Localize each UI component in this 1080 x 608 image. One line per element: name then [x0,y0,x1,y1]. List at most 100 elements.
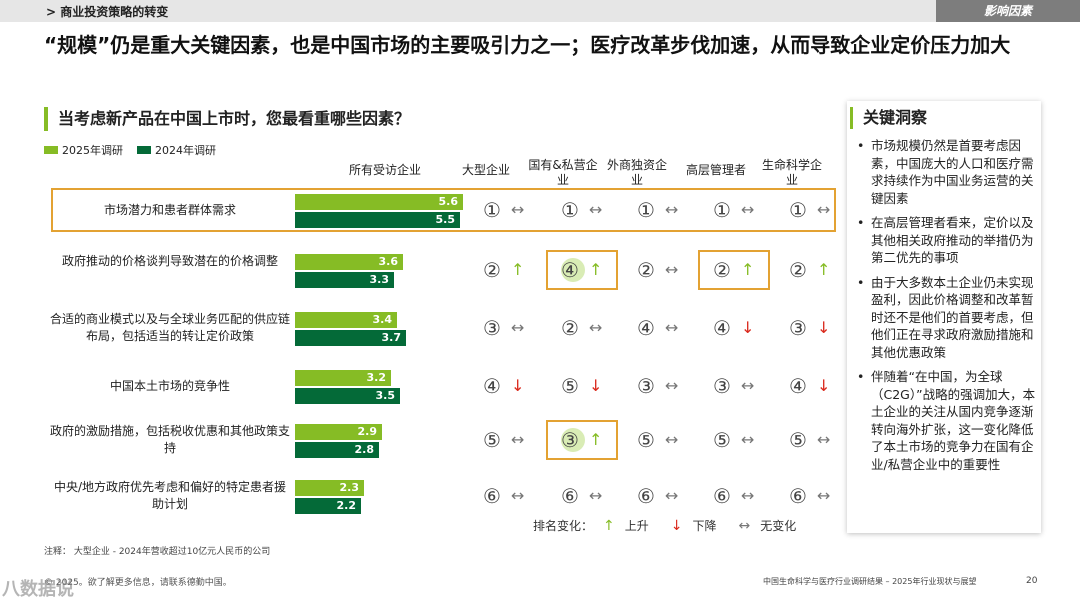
legend-label-2024: 2024年调研 [155,144,216,157]
bar-2025: 2.3 [295,480,364,496]
both-arrows-icon: ↔ [511,200,525,219]
col-head-soe: 国有&私营企业 [528,158,598,187]
rank-number: ④ [713,316,731,340]
bar-2024: 3.3 [295,272,394,288]
row-label: 合适的商业模式以及与全球业务匹配的供应链布局，包括适当的转让定价政策 [50,312,291,343]
bar-2025: 3.2 [295,370,391,386]
col-head-all: 所有受访企业 [348,163,421,177]
rank-number: ① [637,198,655,222]
rank-number: ⑥ [713,484,731,508]
rank-number: ② [483,258,501,282]
both-arrows-icon: ↔ [589,200,603,219]
insights-list: 市场规模仍然是首要考虑因素，中国庞大的人口和医疗需求持续作为中国业务运营的关键因… [857,137,1037,480]
bar-2024: 3.5 [295,388,400,404]
both-arrows-icon: ↔ [665,318,679,337]
down-arrow-icon: ↓ [589,376,603,395]
both-arrows-icon: ↔ [738,517,751,534]
insight-item: 由于大多数本土企业仍未实现盈利，因此价格调整和改革暂时还不是他们的首要考虑，但他… [857,274,1037,362]
watermark: 八数据说 [2,579,74,600]
rank-up-label: 上升 [624,519,649,533]
bar-2025: 3.4 [295,312,397,328]
rank-number: ⑥ [483,484,501,508]
rank-number: ③ [713,374,731,398]
rank-same-label: 无变化 [760,519,797,533]
bar-2025: 5.6 [295,194,463,210]
rank-number: ② [561,316,579,340]
both-arrows-icon: ↔ [589,318,603,337]
rank-number: ⑥ [789,484,807,508]
row-label: 中央/地方政府优先考虑和偏好的特定患者援助计划 [53,480,287,511]
rank-number: ③ [789,316,807,340]
rank-number: ⑥ [637,484,655,508]
row-highlight-box [51,188,836,232]
rank-highlight-box [546,420,618,460]
copyright: © 2025。欲了解更多信息，请联系德勤中国。 [44,578,232,588]
legend-swatch-2024 [137,146,151,154]
top-bar: > 商业投资策略的转变 影响因素 [0,0,1080,22]
legend-swatch-2025 [44,146,58,154]
rank-highlight-box [698,250,770,290]
both-arrows-icon: ↔ [665,430,679,449]
up-arrow-icon: ↑ [817,260,831,279]
up-arrow-icon: ↑ [589,430,603,449]
page-number: 20 [1026,576,1038,586]
row-label: 政府的激励措施，包括税收优惠和其他政策支持 [50,424,291,455]
bar-2025: 3.6 [295,254,403,270]
section-tag: 影响因素 [936,0,1080,22]
rank-number: ④ [789,374,807,398]
both-arrows-icon: ↔ [665,200,679,219]
legend-label-2025: 2025年调研 [62,144,123,157]
rank-number: ② [713,258,731,282]
legend-item-2024: 2024年调研 [137,142,216,158]
down-arrow-icon: ↓ [817,376,831,395]
footnote: 注释： 大型企业 - 2024年营收超过10亿元人民币的公司 [44,547,271,557]
rank-number: ① [713,198,731,222]
footer-title: 中国生命科学与医疗行业调研结果 – 2025年行业现状与展望 [763,577,977,586]
rank-number: ④ [483,374,501,398]
rank-highlight-circle [561,258,585,282]
insight-item: 在高层管理者看来，定价以及其他相关政府推动的举措仍为第二优先的事项 [857,214,1037,267]
rank-number: ② [637,258,655,282]
bar-2024: 3.7 [295,330,406,346]
rank-change-legend: 排名变化： ↑ 上升 ↓ 下降 ↔ 无变化 [533,517,796,534]
col-head-foreign: 外商独资企业 [606,158,667,187]
bar-2025: 2.9 [295,424,382,440]
rank-number: ⑤ [637,428,655,452]
both-arrows-icon: ↔ [741,430,755,449]
insights-panel: 关键洞察 市场规模仍然是首要考虑因素，中国庞大的人口和医疗需求持续作为中国业务运… [847,101,1041,533]
rank-number: ① [483,198,501,222]
both-arrows-icon: ↔ [511,486,525,505]
down-arrow-icon: ↓ [741,318,755,337]
rank-number: ⑤ [789,428,807,452]
rank-number: ① [789,198,807,222]
rank-change-label: 排名变化： [533,519,594,533]
both-arrows-icon: ↔ [741,486,755,505]
rank-number: ⑤ [483,428,501,452]
down-arrow-icon: ↓ [817,318,831,337]
rank-number: ⑥ [561,484,579,508]
both-arrows-icon: ↔ [665,376,679,395]
rank-highlight-box [546,250,618,290]
rank-number: ④ [637,316,655,340]
rank-number: ⑤ [713,428,731,452]
down-arrow-icon: ↓ [670,517,683,534]
insight-item: 市场规模仍然是首要考虑因素，中国庞大的人口和医疗需求持续作为中国业务运营的关键因… [857,137,1037,207]
insight-item: 伴随着“在中国，为全球（C2G）”战略的强调加大，本土企业的关注从国内竞争逐渐转… [857,368,1037,473]
rank-number: ② [789,258,807,282]
chart-title: 当考虑新产品在中国上市时，您最看重哪些因素？ [44,107,410,131]
up-arrow-icon: ↑ [511,260,525,279]
up-arrow-icon: ↑ [603,517,615,534]
both-arrows-icon: ↔ [589,486,603,505]
rank-highlight-circle [561,428,585,452]
both-arrows-icon: ↔ [817,200,831,219]
both-arrows-icon: ↔ [665,260,679,279]
row-label: 中国本土市场的竞争性 [109,378,230,393]
row-label: 政府推动的价格谈判导致潜在的价格调整 [61,254,278,268]
rank-number: ③ [561,428,579,452]
col-head-exec: 高层管理者 [685,163,746,177]
bar-2024: 2.8 [295,442,379,458]
up-arrow-icon: ↑ [589,260,603,279]
page-title: “规模”仍是重大关键因素，也是中国市场的主要吸引力之一；医疗改革步伐加速，从而导… [44,33,1011,57]
both-arrows-icon: ↔ [817,486,831,505]
insights-title: 关键洞察 [850,107,927,129]
